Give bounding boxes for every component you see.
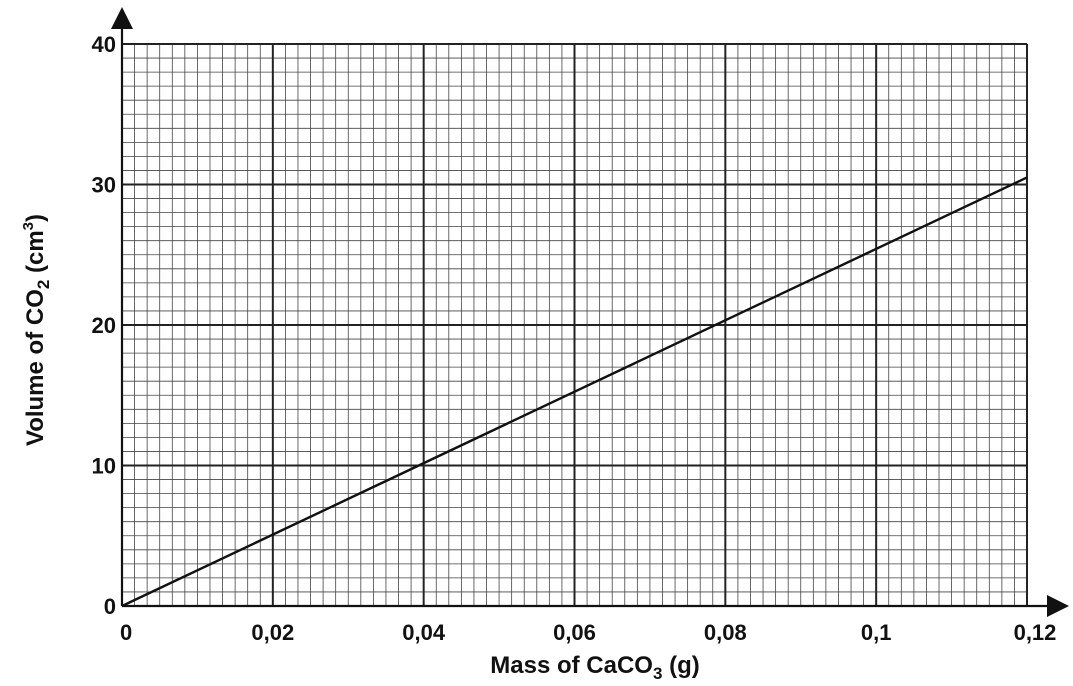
y-tick-label: 10 bbox=[92, 454, 116, 479]
y-tick-labels: 0 10 20 30 40 bbox=[92, 32, 116, 619]
y-tick-label: 0 bbox=[104, 594, 116, 619]
x-tick-label: 0,1 bbox=[861, 620, 892, 645]
x-tick-label: 0 bbox=[120, 620, 132, 645]
x-axis-title: Mass of CaCO3 (g) bbox=[490, 652, 699, 683]
x-tick-label: 0,06 bbox=[553, 620, 596, 645]
x-tick-label: 0,02 bbox=[251, 620, 294, 645]
x-tick-label: 0,12 bbox=[1014, 620, 1057, 645]
series-line-0 bbox=[121, 176, 1028, 608]
y-axis-title: Volume of CO2 (cm3) bbox=[20, 214, 53, 446]
x-tick-label: 0,04 bbox=[402, 620, 446, 645]
y-tick-label: 20 bbox=[92, 313, 116, 338]
x-tick-label: 0,08 bbox=[704, 620, 747, 645]
x-tick-labels: 0 0,02 0,04 0,06 0,08 0,1 0,12 bbox=[120, 620, 1056, 645]
y-tick-label: 40 bbox=[92, 32, 116, 57]
y-tick-label: 30 bbox=[92, 173, 116, 198]
series-layer bbox=[121, 176, 1028, 608]
